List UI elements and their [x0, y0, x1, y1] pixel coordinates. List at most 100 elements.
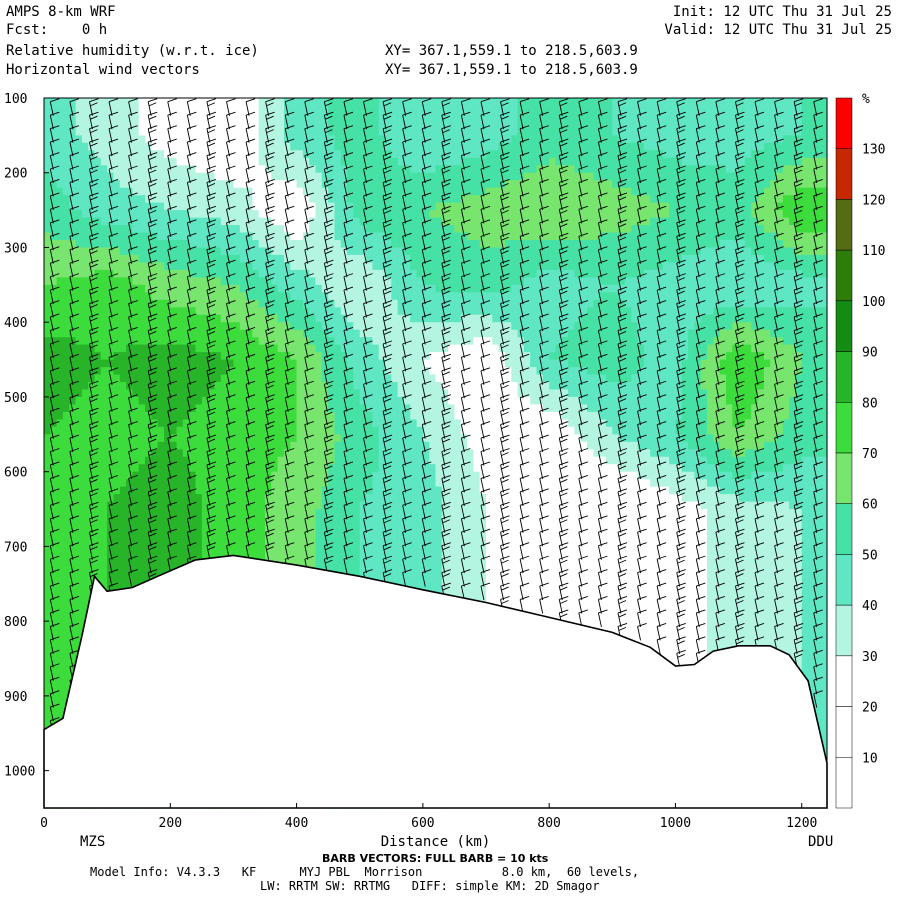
rh-cell [176, 524, 184, 533]
rh-cell [353, 202, 361, 211]
rh-cell [69, 344, 77, 353]
rh-cell [340, 509, 348, 518]
rh-cell [44, 352, 51, 361]
rh-cell [220, 225, 228, 234]
rh-cell [290, 299, 298, 308]
rh-cell [220, 127, 228, 136]
rh-cell [271, 546, 279, 555]
rh-cell [353, 187, 361, 196]
rh-cell [50, 710, 58, 719]
rh-cell [309, 98, 317, 107]
rh-cell [56, 643, 64, 652]
rh-cell [201, 486, 209, 495]
rh-cell [265, 98, 272, 107]
rh-cell [239, 471, 247, 480]
rh-cell [50, 292, 58, 301]
rh-cell [284, 441, 291, 450]
rh-cell [151, 277, 159, 286]
rh-cell [271, 210, 279, 219]
rh-cell [227, 127, 234, 136]
rh-cell [296, 426, 304, 435]
rh-cell [372, 187, 380, 196]
rh-cell [340, 441, 348, 450]
rh-cell [138, 98, 146, 107]
rh-cell [277, 299, 285, 308]
rh-cell [100, 456, 108, 465]
rh-cell [138, 254, 146, 263]
rh-cell [157, 531, 165, 540]
rh-cell [309, 314, 317, 323]
rh-cell [195, 553, 203, 562]
rh-cell [284, 344, 291, 353]
rh-cell [164, 187, 171, 196]
rh-cell [189, 449, 197, 458]
rh-cell [284, 172, 291, 181]
rh-cell [239, 180, 247, 189]
rh-cell [372, 225, 380, 234]
rh-cell [75, 501, 83, 510]
rh-cell [309, 172, 317, 181]
rh-cell [151, 404, 159, 413]
rh-cell [277, 337, 285, 346]
rh-cell [62, 247, 70, 256]
rh-cell [334, 396, 342, 405]
rh-cell [138, 344, 146, 353]
rh-cell [56, 344, 64, 353]
rh-cell [56, 464, 64, 473]
rh-cell [265, 307, 272, 316]
rh-cell [220, 329, 228, 338]
rh-cell [246, 396, 253, 405]
rh-cell [88, 225, 96, 234]
rh-cell [81, 576, 89, 585]
rh-cell [170, 516, 178, 525]
rh-cell [353, 337, 361, 346]
rh-cell [233, 419, 241, 428]
rh-cell [290, 501, 298, 510]
rh-cell [353, 501, 361, 510]
rh-cell [372, 142, 380, 151]
rh-cell [126, 240, 133, 249]
rh-cell [359, 352, 367, 361]
rh-cell [220, 292, 228, 301]
rh-cell [366, 509, 373, 518]
rh-cell [189, 135, 197, 144]
rh-cell [258, 449, 266, 458]
rh-cell [56, 269, 64, 278]
rh-cell [138, 322, 146, 331]
rh-cell [126, 337, 133, 346]
rh-cell [164, 292, 171, 301]
rh-cell [271, 501, 279, 510]
rh-cell [353, 516, 361, 525]
rh-cell [214, 210, 222, 219]
rh-cell [62, 374, 70, 383]
rh-cell [201, 314, 209, 323]
rh-cell [75, 210, 83, 219]
rh-cell [328, 374, 336, 383]
rh-cell [359, 441, 367, 450]
rh-cell [239, 187, 247, 196]
rh-cell [189, 531, 197, 540]
rh-cell [220, 172, 228, 181]
rh-cell [233, 509, 241, 518]
rh-cell [246, 449, 253, 458]
rh-cell [100, 277, 108, 286]
rh-cell [239, 531, 247, 540]
rh-cell [75, 284, 83, 293]
rh-cell [353, 284, 361, 293]
rh-cell [69, 561, 77, 570]
rh-cell [284, 247, 291, 256]
rh-cell [170, 389, 178, 398]
rh-cell [164, 561, 171, 570]
rh-cell [353, 217, 361, 226]
rh-cell [201, 337, 209, 346]
rh-cell [302, 284, 310, 293]
rh-cell [252, 202, 260, 211]
rh-cell [239, 269, 247, 278]
rh-cell [265, 322, 272, 331]
rh-cell [119, 314, 127, 323]
rh-cell [50, 464, 58, 473]
rh-cell [100, 254, 108, 263]
rh-cell [138, 501, 146, 510]
rh-cell [290, 292, 298, 301]
rh-cell [277, 524, 285, 533]
